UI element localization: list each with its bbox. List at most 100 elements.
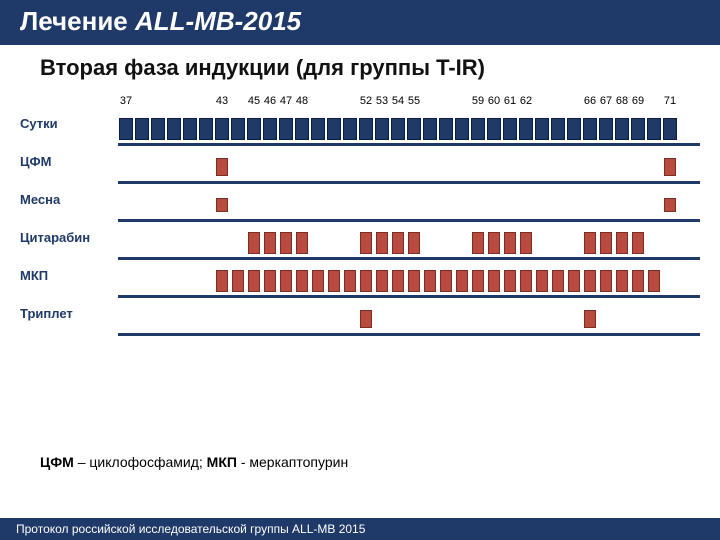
dose-block <box>488 232 500 254</box>
row-label: Цитарабин <box>20 231 112 245</box>
day-cell <box>327 118 341 140</box>
day-cell <box>535 118 549 140</box>
dose-block <box>360 270 372 292</box>
dose-block <box>392 270 404 292</box>
day-cell <box>311 118 325 140</box>
dose-block <box>664 198 676 212</box>
dose-block <box>264 232 276 254</box>
day-label: 48 <box>296 95 308 107</box>
day-cell <box>487 118 501 140</box>
dose-block <box>408 232 420 254</box>
day-cell <box>167 118 181 140</box>
day-cell <box>567 118 581 140</box>
row-label: МКП <box>20 269 112 283</box>
dose-block <box>328 270 340 292</box>
dose-block <box>488 270 500 292</box>
dose-block <box>360 232 372 254</box>
legend-t1: – циклофосфамид; <box>74 454 207 470</box>
dose-block <box>632 270 644 292</box>
day-label: 61 <box>504 95 516 107</box>
day-cell <box>263 118 277 140</box>
dose-block <box>584 270 596 292</box>
dose-block <box>376 232 388 254</box>
row-track <box>118 113 700 145</box>
dose-block <box>344 270 356 292</box>
chart-row: МКП <box>20 265 700 297</box>
chart-row: Месна <box>20 189 700 221</box>
dose-block <box>616 232 628 254</box>
dose-block <box>568 270 580 292</box>
title-lead: Лечение <box>20 6 135 36</box>
dose-block <box>376 270 388 292</box>
dose-block <box>232 270 244 292</box>
row-baseline <box>118 295 700 298</box>
legend-b2: МКП <box>207 454 237 470</box>
day-cell <box>199 118 213 140</box>
dose-block <box>296 270 308 292</box>
dose-block <box>280 270 292 292</box>
dose-block <box>504 270 516 292</box>
day-label: 67 <box>600 95 612 107</box>
chart-row: Сутки <box>20 113 700 145</box>
chart-row: Цитарабин <box>20 227 700 259</box>
day-cell <box>663 118 677 140</box>
dose-block <box>248 232 260 254</box>
day-label: 68 <box>616 95 628 107</box>
day-label: 47 <box>280 95 292 107</box>
day-cell <box>183 118 197 140</box>
dose-block <box>600 270 612 292</box>
day-cell <box>503 118 517 140</box>
row-baseline <box>118 257 700 260</box>
day-cell <box>519 118 533 140</box>
dose-block <box>456 270 468 292</box>
day-cell <box>471 118 485 140</box>
row-track <box>118 265 700 297</box>
day-cell <box>455 118 469 140</box>
day-cell <box>423 118 437 140</box>
dose-block <box>664 158 676 176</box>
row-track <box>118 189 700 221</box>
day-cell <box>551 118 565 140</box>
day-label: 60 <box>488 95 500 107</box>
dose-block <box>296 232 308 254</box>
dose-block <box>520 232 532 254</box>
dose-block <box>216 270 228 292</box>
day-cell <box>151 118 165 140</box>
page-title: Лечение ALL-MB-2015 <box>20 6 700 37</box>
day-cell <box>615 118 629 140</box>
dose-block <box>552 270 564 292</box>
day-cell <box>359 118 373 140</box>
day-label: 54 <box>392 95 404 107</box>
day-label: 71 <box>664 95 676 107</box>
day-cell <box>215 118 229 140</box>
day-cell <box>375 118 389 140</box>
title-band: Лечение ALL-MB-2015 <box>0 0 720 45</box>
day-label: 52 <box>360 95 372 107</box>
day-label: 43 <box>216 95 228 107</box>
row-baseline <box>118 181 700 184</box>
day-cell <box>631 118 645 140</box>
dose-block <box>440 270 452 292</box>
row-track <box>118 227 700 259</box>
dose-block <box>312 270 324 292</box>
day-cell <box>135 118 149 140</box>
dose-block <box>248 270 260 292</box>
dose-block <box>600 232 612 254</box>
dose-block <box>616 270 628 292</box>
legend-b1: ЦФМ <box>40 454 74 470</box>
dose-block <box>216 158 228 176</box>
dose-block <box>536 270 548 292</box>
row-baseline <box>118 219 700 222</box>
day-label: 69 <box>632 95 644 107</box>
chart-row: ЦФМ <box>20 151 700 183</box>
day-cell <box>343 118 357 140</box>
row-track <box>118 151 700 183</box>
day-label: 46 <box>264 95 276 107</box>
dose-block <box>360 310 372 328</box>
day-label: 55 <box>408 95 420 107</box>
day-label: 45 <box>248 95 260 107</box>
dose-block <box>584 232 596 254</box>
day-label: 37 <box>120 95 132 107</box>
row-label: Сутки <box>20 117 112 131</box>
day-label: 66 <box>584 95 596 107</box>
